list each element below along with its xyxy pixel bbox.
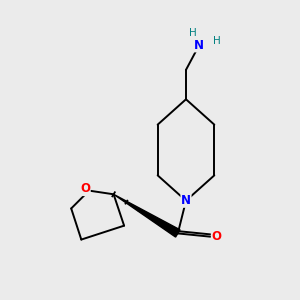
Text: O: O bbox=[80, 182, 90, 196]
Text: N: N bbox=[181, 194, 191, 207]
Text: O: O bbox=[212, 230, 221, 243]
Text: H: H bbox=[189, 28, 196, 38]
Polygon shape bbox=[114, 194, 180, 237]
Text: N: N bbox=[194, 39, 204, 52]
Text: H: H bbox=[213, 36, 221, 46]
